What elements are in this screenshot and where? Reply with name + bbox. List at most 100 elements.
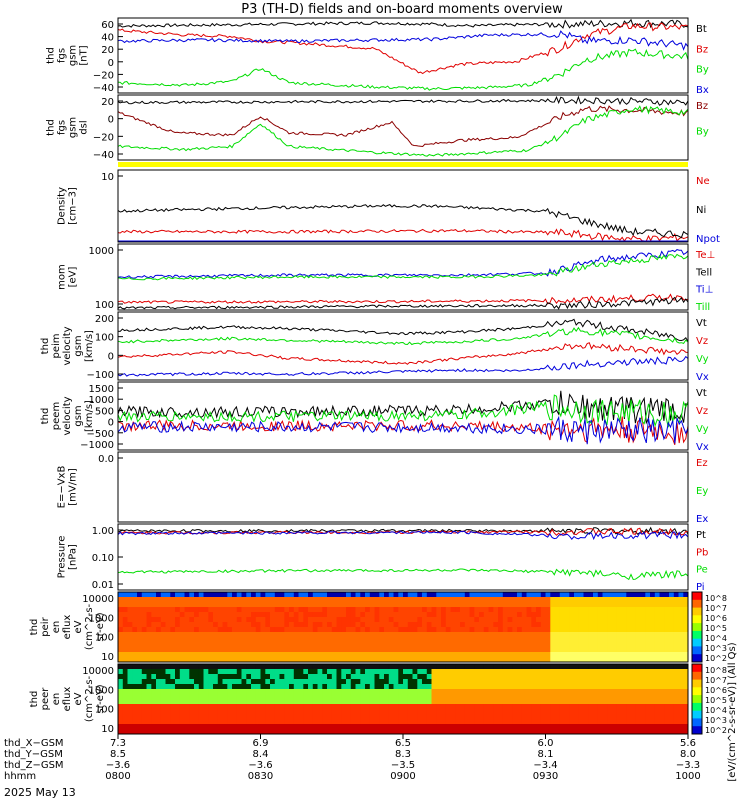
spec-cell bbox=[597, 719, 603, 725]
spec-cell bbox=[322, 617, 328, 623]
spec-cell bbox=[578, 704, 584, 710]
spec-cell bbox=[379, 689, 385, 695]
spec-cell bbox=[388, 709, 394, 715]
spec-cell bbox=[521, 719, 527, 725]
spec-cell bbox=[369, 719, 375, 725]
spec-cell bbox=[569, 674, 575, 680]
spec-cell bbox=[536, 632, 542, 638]
spec-cell bbox=[127, 699, 133, 705]
spec-cell bbox=[669, 592, 675, 598]
spec-cell bbox=[512, 714, 518, 720]
spec-cell bbox=[232, 657, 238, 663]
spec-cell bbox=[673, 664, 679, 670]
spec-cell bbox=[616, 724, 622, 730]
spec-cell bbox=[626, 652, 632, 658]
spec-cell bbox=[564, 612, 570, 618]
spec-cell bbox=[293, 699, 299, 705]
spec-cell bbox=[664, 617, 670, 623]
spec-cell bbox=[640, 622, 646, 628]
colorbar-segment bbox=[692, 679, 702, 688]
spec-cell bbox=[317, 637, 323, 643]
spec-cell bbox=[208, 704, 214, 710]
spec-cell bbox=[393, 709, 399, 715]
spec-cell bbox=[355, 674, 361, 680]
spec-cell bbox=[122, 602, 128, 608]
spec-cell bbox=[678, 699, 684, 705]
spec-cell bbox=[236, 674, 242, 680]
spec-cell bbox=[626, 597, 632, 603]
spec-cell bbox=[464, 729, 470, 735]
spec-cell bbox=[217, 669, 223, 675]
spec-cell bbox=[450, 617, 456, 623]
spec-cell bbox=[146, 694, 152, 700]
spec-cell bbox=[531, 602, 537, 608]
spec-cell bbox=[384, 669, 390, 675]
colorbar-segment bbox=[692, 718, 702, 727]
spec-cell bbox=[208, 729, 214, 735]
spec-cell bbox=[327, 612, 333, 618]
spec-cell bbox=[531, 704, 537, 710]
spec-cell bbox=[279, 699, 285, 705]
spec-cell bbox=[198, 704, 204, 710]
spec-cell bbox=[137, 709, 143, 715]
spec-cell bbox=[564, 699, 570, 705]
spec-cell bbox=[678, 622, 684, 628]
spec-cell bbox=[564, 689, 570, 695]
spec-cell bbox=[555, 669, 561, 675]
colorbar-label: 10^2 bbox=[705, 654, 727, 663]
spec-cell bbox=[393, 647, 399, 653]
spec-cell bbox=[279, 679, 285, 685]
spec-cell bbox=[222, 652, 228, 658]
spec-cell bbox=[274, 714, 280, 720]
spec-cell bbox=[464, 669, 470, 675]
spec-cell bbox=[255, 729, 261, 735]
tick-label: 100 bbox=[95, 633, 114, 644]
spec-cell bbox=[336, 714, 342, 720]
spec-cell bbox=[227, 602, 233, 608]
spec-cell bbox=[578, 669, 584, 675]
spec-cell bbox=[640, 657, 646, 663]
spec-cell bbox=[137, 684, 143, 690]
spec-cell bbox=[360, 657, 366, 663]
spec-cell bbox=[412, 684, 418, 690]
spec-cell bbox=[536, 652, 542, 658]
spec-cell bbox=[322, 622, 328, 628]
spec-cell bbox=[189, 632, 195, 638]
spec-cell bbox=[213, 592, 219, 598]
spec-cell bbox=[388, 612, 394, 618]
spec-cell bbox=[127, 719, 133, 725]
spec-cell bbox=[236, 714, 242, 720]
spec-cell bbox=[274, 719, 280, 725]
tick-label: 0 bbox=[108, 115, 114, 126]
spec-cell bbox=[650, 607, 656, 613]
spec-cell bbox=[521, 642, 527, 648]
spec-cell bbox=[165, 684, 171, 690]
spec-cell bbox=[346, 622, 352, 628]
spec-cell bbox=[365, 597, 371, 603]
spec-cell bbox=[664, 724, 670, 730]
spec-cell bbox=[336, 632, 342, 638]
spec-cell bbox=[184, 729, 190, 735]
spec-cell bbox=[450, 637, 456, 643]
spec-cell bbox=[355, 647, 361, 653]
spec-cell bbox=[127, 669, 133, 675]
spec-cell bbox=[270, 602, 276, 608]
spec-cell bbox=[255, 592, 261, 598]
spec-cell bbox=[118, 622, 124, 628]
spec-cell bbox=[398, 729, 404, 735]
spec-cell bbox=[664, 709, 670, 715]
spec-cell bbox=[678, 637, 684, 643]
spec-cell bbox=[445, 664, 451, 670]
spec-cell bbox=[289, 647, 295, 653]
spec-cell bbox=[312, 632, 318, 638]
spec-cell bbox=[384, 719, 390, 725]
spec-cell bbox=[602, 647, 608, 653]
spec-cell bbox=[498, 597, 504, 603]
spec-cell bbox=[450, 622, 456, 628]
spec-cell bbox=[502, 704, 508, 710]
spec-cell bbox=[626, 699, 632, 705]
tick-label: −40 bbox=[93, 83, 114, 94]
spec-cell bbox=[650, 652, 656, 658]
spec-cell bbox=[213, 679, 219, 685]
spec-cell bbox=[441, 652, 447, 658]
